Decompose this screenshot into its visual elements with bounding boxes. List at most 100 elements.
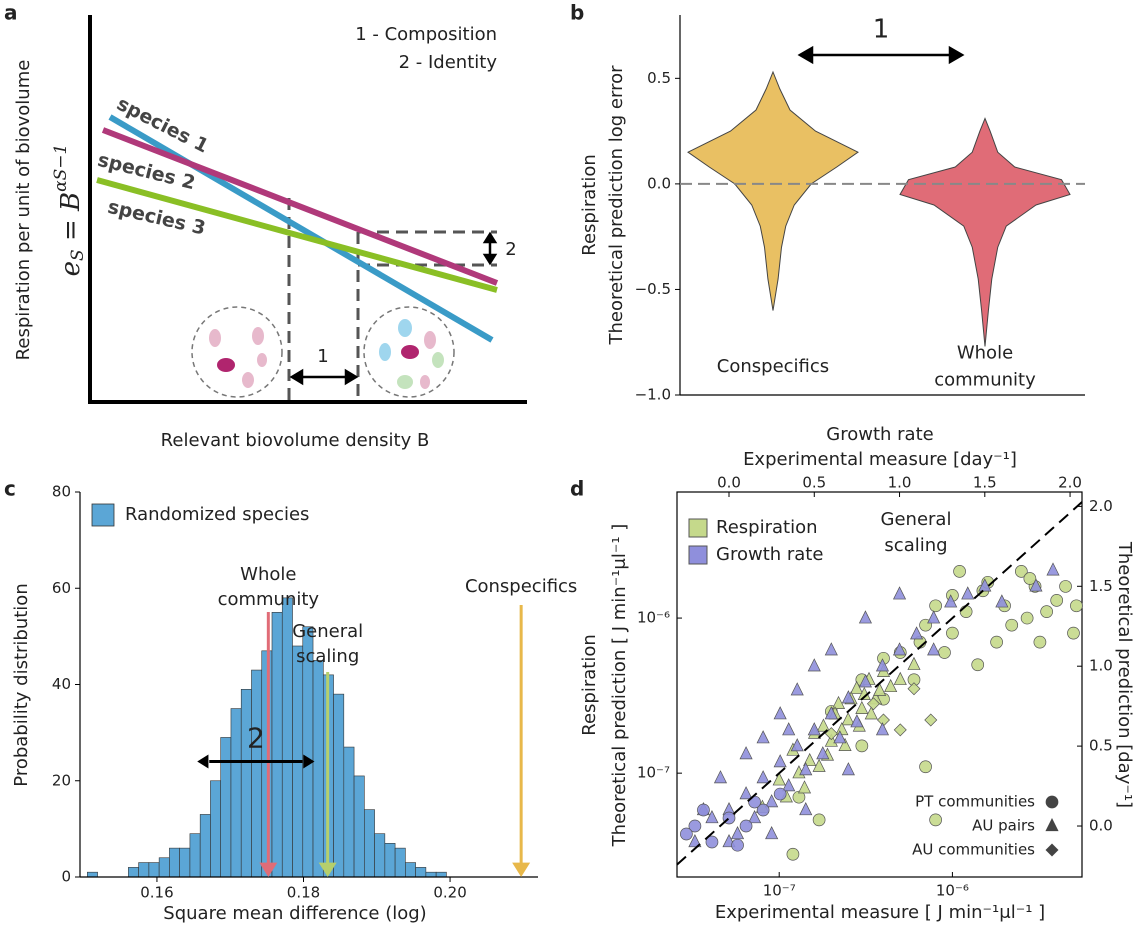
marker-label: Whole	[240, 564, 296, 585]
point	[851, 715, 863, 727]
bar	[385, 843, 395, 877]
point	[908, 683, 920, 695]
bar	[180, 848, 190, 877]
y-tick-label: −1.0	[635, 386, 671, 404]
legend-swatch	[689, 519, 707, 537]
bar	[210, 781, 220, 877]
point	[908, 658, 920, 670]
y-tick-label: 0	[61, 868, 71, 886]
bar	[364, 810, 374, 877]
y-tick-label: 1.5	[1089, 577, 1113, 595]
formula: eS = BαS−1	[51, 144, 88, 277]
icon-circle	[192, 307, 282, 397]
formula-part: e	[56, 261, 86, 276]
annotation: General	[881, 509, 952, 530]
arrow-head	[346, 371, 356, 383]
legend-text: Growth rate	[716, 544, 823, 565]
bar	[344, 747, 354, 877]
formula-part: αS−1	[51, 144, 71, 192]
cell	[401, 345, 419, 359]
point	[894, 724, 906, 736]
point	[874, 684, 886, 696]
point	[894, 587, 906, 599]
point	[740, 747, 752, 759]
point	[930, 600, 942, 612]
x-tick-label: 0.5	[802, 474, 826, 492]
legend-text: Respiration	[716, 517, 818, 538]
panel-label: b	[570, 1, 584, 25]
bar	[405, 863, 415, 877]
shape-legend-text: AU pairs	[972, 817, 1035, 835]
point	[925, 714, 937, 726]
cell	[252, 327, 264, 345]
violin	[900, 118, 1070, 346]
x-tick-label: 10⁻⁷	[763, 882, 796, 900]
x-tick-label: 1.0	[888, 474, 912, 492]
species-label: species 3	[106, 196, 208, 240]
cell	[397, 375, 413, 389]
annotation: 2	[247, 722, 265, 755]
point	[817, 719, 829, 731]
arrow-head	[950, 48, 962, 62]
shape-legend-text: AU communities	[912, 841, 1035, 859]
x-tick-label: 0.20	[433, 884, 466, 902]
y-tick-label: 1.0	[1089, 657, 1113, 675]
x-tick-label: 10⁻⁶	[936, 882, 969, 900]
bar	[282, 598, 292, 877]
point	[928, 643, 940, 655]
bar	[241, 689, 251, 877]
bar	[313, 660, 323, 877]
point	[787, 848, 799, 860]
point	[928, 611, 940, 623]
cell	[379, 343, 391, 361]
panel-label: c	[4, 477, 16, 501]
panel-label: a	[4, 1, 18, 25]
point	[1034, 636, 1046, 648]
y-tick-label: 60	[52, 579, 71, 597]
point	[842, 763, 854, 775]
y-axis-label: Probability distribution	[11, 583, 32, 786]
marker-label: General	[292, 621, 363, 642]
legend-swatch	[689, 546, 707, 564]
y-tick-label: 0.5	[1089, 737, 1113, 755]
point	[972, 659, 984, 671]
arrow-head	[800, 48, 812, 62]
point	[859, 611, 871, 623]
y-tick-label: 0.0	[1089, 817, 1113, 835]
point	[774, 788, 786, 800]
point	[813, 814, 825, 826]
arrow-head	[485, 234, 495, 242]
point	[962, 587, 974, 599]
annotation: 1	[317, 346, 328, 367]
bar	[436, 872, 446, 877]
cell	[242, 372, 254, 388]
y-tick-label: 10⁻⁷	[637, 764, 670, 782]
point	[991, 636, 1003, 648]
x2-axis-label: Experimental measure [day⁻¹]	[743, 449, 1017, 470]
point	[1070, 600, 1082, 612]
x-tick-label: 0.16	[140, 884, 173, 902]
point	[946, 627, 958, 639]
point	[825, 643, 837, 655]
cell	[217, 358, 235, 372]
y-tick-label: 2.0	[1089, 497, 1113, 515]
bar	[251, 670, 261, 877]
legend-text: 1 - Composition	[355, 24, 497, 45]
point	[774, 755, 786, 767]
x-tick-label: 1.5	[973, 474, 997, 492]
bar	[159, 858, 169, 877]
bar	[221, 737, 231, 877]
y-tick-label: −0.5	[635, 280, 671, 298]
bar	[395, 848, 405, 877]
shape-legend-text: PT communities	[915, 793, 1035, 811]
species-line	[103, 130, 497, 283]
x-tick-label: Whole	[957, 343, 1013, 364]
x-tick-label: 0.18	[287, 884, 320, 902]
legend-text: Randomized species	[125, 504, 309, 525]
arrow-head	[292, 371, 302, 383]
point	[1060, 580, 1072, 592]
point	[938, 646, 950, 658]
cell	[398, 319, 412, 337]
point	[1046, 844, 1058, 856]
arrow-head	[197, 755, 208, 769]
